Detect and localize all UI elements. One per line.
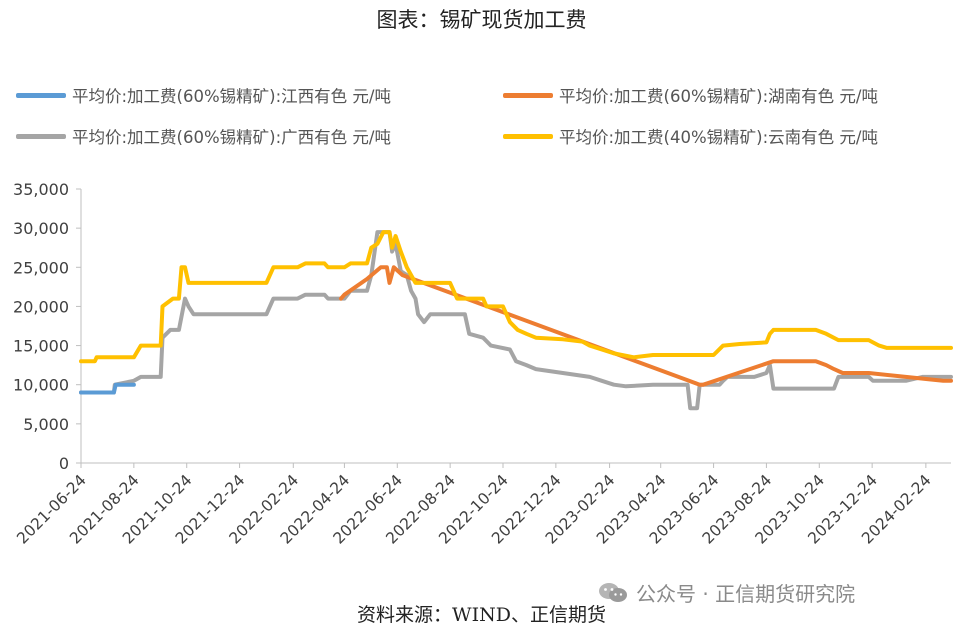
y-tick-label: 0 (59, 454, 69, 473)
legend-swatch-guangxi (16, 133, 66, 139)
series-line-hunan (339, 265, 953, 387)
legend-label-jiangxi: 平均价:加工费(60%锡精矿):江西有色 元/吨 (72, 87, 391, 106)
series-line-guangxi (79, 230, 953, 411)
legend-item-hunan: 平均价:加工费(60%锡精矿):湖南有色 元/吨 (503, 83, 878, 107)
y-tick-label: 20,000 (13, 297, 69, 316)
series-line-yunnan (79, 230, 953, 364)
legend-item-jiangxi: 平均价:加工费(60%锡精矿):江西有色 元/吨 (16, 83, 391, 107)
y-tick-label: 5,000 (23, 415, 69, 434)
legend-swatch-jiangxi (16, 92, 66, 98)
watermark-text: 公众号 · 正信期货研究院 (636, 582, 856, 606)
wechat-icon (599, 582, 627, 602)
legend-label-yunnan: 平均价:加工费(40%锡精矿):云南有色 元/吨 (559, 128, 878, 147)
legend-item-yunnan: 平均价:加工费(40%锡精矿):云南有色 元/吨 (503, 124, 878, 148)
legend-item-guangxi: 平均价:加工费(60%锡精矿):广西有色 元/吨 (16, 124, 391, 148)
chart-title: 图表：锡矿现货加工费 (376, 8, 587, 32)
legend-swatch-yunnan (503, 133, 553, 139)
source-note: 资料来源：WIND、正信期货 (357, 604, 606, 626)
y-tick-label: 15,000 (13, 337, 69, 356)
legend-label-hunan: 平均价:加工费(60%锡精矿):湖南有色 元/吨 (559, 87, 878, 106)
watermark: 公众号 · 正信期货研究院 (598, 578, 855, 607)
legend-swatch-hunan (503, 92, 553, 98)
legend-label-guangxi: 平均价:加工费(60%锡精矿):广西有色 元/吨 (72, 128, 391, 147)
y-tick-label: 25,000 (13, 258, 69, 277)
y-tick-label: 35,000 (13, 180, 69, 199)
y-tick-label: 10,000 (13, 376, 69, 395)
series-line-jiangxi (79, 382, 136, 395)
y-tick-label: 30,000 (13, 219, 69, 238)
